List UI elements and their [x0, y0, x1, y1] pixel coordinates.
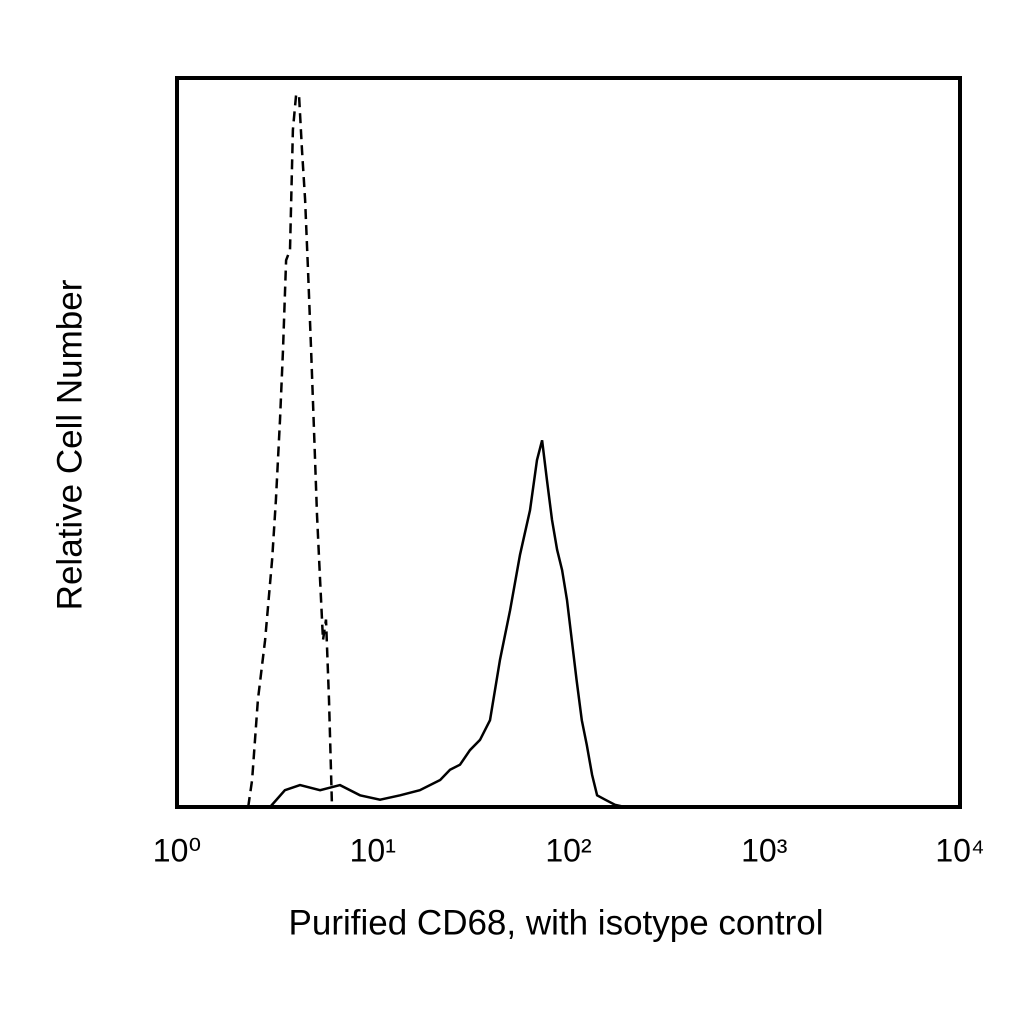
x-axis-label: Purified CD68, with isotype control — [289, 903, 824, 942]
solid-histogram — [269, 439, 626, 809]
x-tick-label: 10² — [545, 832, 592, 868]
y-axis-label: Relative Cell Number — [50, 279, 89, 610]
x-tick-label: 10³ — [741, 832, 788, 868]
x-tick-label: 10⁴ — [935, 832, 984, 868]
x-tick-label: 10⁰ — [153, 832, 201, 868]
plot-frame — [175, 76, 962, 809]
x-tick-label: 10¹ — [350, 832, 396, 868]
